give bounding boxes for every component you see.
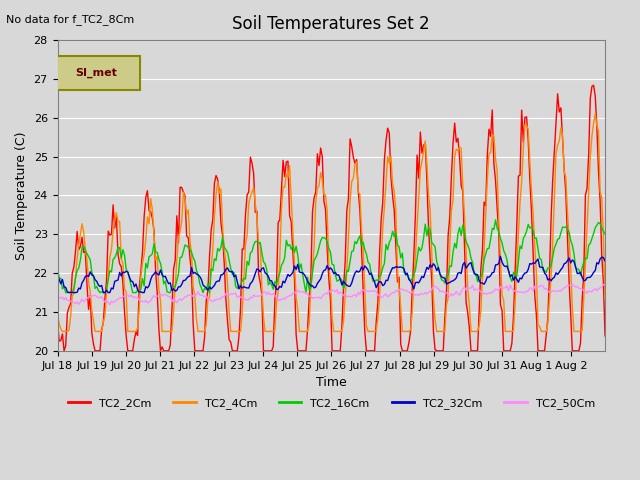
Line: TC2_4Cm: TC2_4Cm xyxy=(58,114,605,331)
TC2_32Cm xyxy=(511,274,519,280)
TC2_50Cm xyxy=(106,302,114,308)
TC2_2Cm xyxy=(601,333,609,339)
TC2_16Cm xyxy=(54,263,61,269)
Line: TC2_16Cm: TC2_16Cm xyxy=(58,220,605,293)
TC2_50Cm xyxy=(509,288,517,293)
TC2_32Cm xyxy=(176,284,184,290)
TC2_16Cm xyxy=(363,251,371,257)
TC2_2Cm xyxy=(54,318,61,324)
X-axis label: Time: Time xyxy=(316,376,347,389)
TC2_4Cm xyxy=(59,328,67,334)
TC2_50Cm xyxy=(568,281,576,287)
TC2_2Cm xyxy=(589,83,597,88)
TC2_4Cm xyxy=(591,111,599,117)
TC2_2Cm xyxy=(62,343,70,349)
FancyBboxPatch shape xyxy=(52,56,140,90)
TC2_4Cm xyxy=(219,224,227,230)
TC2_16Cm xyxy=(601,231,609,237)
TC2_50Cm xyxy=(60,297,68,302)
TC2_4Cm xyxy=(363,323,371,329)
TC2_2Cm xyxy=(363,348,371,354)
Y-axis label: Soil Temperature (C): Soil Temperature (C) xyxy=(15,131,28,260)
TC2_4Cm xyxy=(176,229,184,235)
TC2_50Cm xyxy=(176,296,184,302)
Line: TC2_50Cm: TC2_50Cm xyxy=(58,284,605,305)
TC2_50Cm xyxy=(503,283,511,289)
TC2_50Cm xyxy=(601,282,609,288)
TC2_32Cm xyxy=(54,271,61,276)
TC2_16Cm xyxy=(176,254,184,260)
Text: SI_met: SI_met xyxy=(75,68,116,78)
TC2_50Cm xyxy=(219,293,227,299)
TC2_16Cm xyxy=(219,234,227,240)
TC2_32Cm xyxy=(60,284,68,289)
TC2_50Cm xyxy=(54,294,61,300)
TC2_32Cm xyxy=(601,258,609,264)
TC2_4Cm xyxy=(54,312,61,317)
Line: TC2_2Cm: TC2_2Cm xyxy=(58,85,605,351)
TC2_16Cm xyxy=(505,269,513,275)
TC2_2Cm xyxy=(176,184,184,190)
Line: TC2_32Cm: TC2_32Cm xyxy=(58,256,605,293)
TC2_2Cm xyxy=(60,348,68,354)
TC2_16Cm xyxy=(511,274,519,279)
TC2_16Cm xyxy=(492,217,499,223)
TC2_32Cm xyxy=(497,253,504,259)
TC2_4Cm xyxy=(601,297,609,303)
Title: Soil Temperatures Set 2: Soil Temperatures Set 2 xyxy=(232,15,430,33)
TC2_2Cm xyxy=(509,313,517,319)
TC2_2Cm xyxy=(219,233,227,239)
TC2_2Cm xyxy=(503,348,511,354)
TC2_16Cm xyxy=(60,284,68,289)
TC2_32Cm xyxy=(219,272,227,277)
Text: No data for f_TC2_8Cm: No data for f_TC2_8Cm xyxy=(6,14,134,25)
TC2_16Cm xyxy=(62,290,70,296)
TC2_4Cm xyxy=(62,328,70,334)
TC2_4Cm xyxy=(503,328,511,334)
TC2_32Cm xyxy=(505,268,513,274)
TC2_32Cm xyxy=(65,290,73,296)
TC2_4Cm xyxy=(509,327,517,333)
TC2_50Cm xyxy=(363,288,371,294)
Legend: TC2_2Cm, TC2_4Cm, TC2_16Cm, TC2_32Cm, TC2_50Cm: TC2_2Cm, TC2_4Cm, TC2_16Cm, TC2_32Cm, TC… xyxy=(63,394,599,414)
TC2_32Cm xyxy=(363,265,371,271)
